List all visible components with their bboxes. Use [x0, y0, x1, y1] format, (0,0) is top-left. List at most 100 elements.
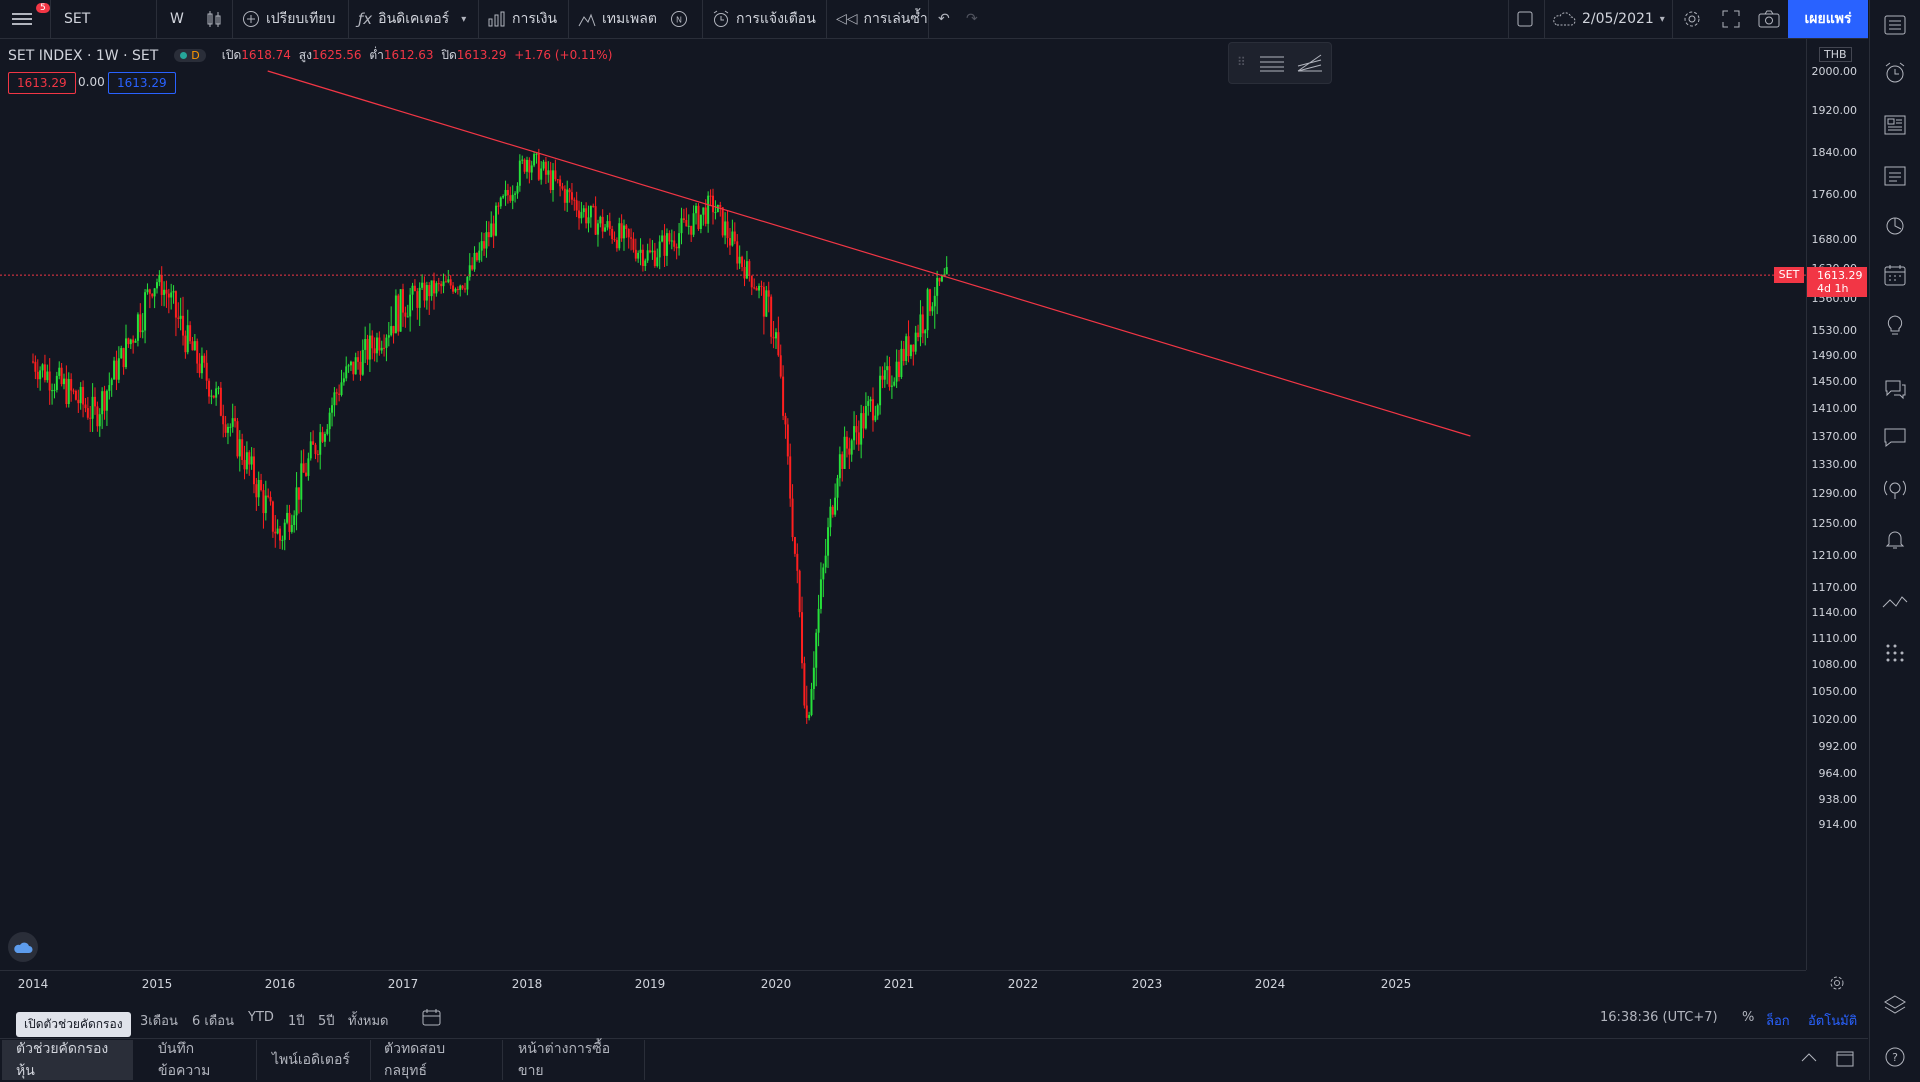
fullscreen-button[interactable]	[1722, 0, 1740, 38]
range-button[interactable]: 1ปี	[288, 1014, 305, 1029]
tradingview-logo[interactable]	[8, 932, 38, 962]
alarm-icon[interactable]	[1882, 60, 1908, 86]
candle-body	[649, 250, 651, 253]
price-chart[interactable]	[0, 38, 1806, 970]
candle-body	[43, 364, 46, 381]
bottom-tab[interactable]: หน้าต่างการซื้อขาย	[504, 1040, 645, 1080]
bottom-tab[interactable]: ตัวทดสอบกลยุทธ์	[370, 1040, 503, 1080]
redo-button[interactable]: ↷	[966, 0, 978, 38]
candle-body	[485, 232, 488, 249]
clock-label[interactable]: 16:38:36 (UTC+7)	[1600, 1010, 1718, 1025]
bottom-tab[interactable]: ตัวช่วยคัดกรองหุ้น	[2, 1040, 133, 1080]
candle-body	[606, 221, 609, 228]
chart-type-button[interactable]	[206, 0, 222, 38]
symbol-search[interactable]: SET	[64, 0, 90, 38]
candle-body	[440, 283, 443, 287]
fx-icon: ƒx	[358, 10, 373, 28]
candle-body	[468, 265, 471, 277]
candle-body	[819, 579, 822, 609]
candle-body	[425, 285, 428, 301]
calendar-list-icon[interactable]	[1882, 162, 1908, 188]
candle-body	[471, 265, 474, 270]
candle-body	[812, 667, 815, 690]
cloud-save-button[interactable]: 2/05/2021 ▾	[1552, 0, 1665, 38]
replay-button[interactable]: ◁◁ การเล่นซ้ำ	[836, 0, 928, 38]
horizontal-lines-icon[interactable]	[1259, 53, 1285, 77]
menu-button[interactable]: 5	[12, 0, 50, 38]
time-tick-label: 2018	[511, 977, 543, 991]
date-range-icon[interactable]	[422, 1008, 442, 1030]
bar-chart-icon	[488, 11, 506, 27]
sell-price-box[interactable]: 1613.29	[8, 72, 76, 94]
new-badge-button[interactable]: N	[670, 0, 688, 38]
candle-body	[269, 496, 272, 502]
percent-toggle[interactable]: %	[1742, 1010, 1755, 1025]
log-toggle[interactable]: ล็อก	[1766, 1014, 1790, 1029]
candle-body	[540, 168, 543, 180]
chevron-down-icon[interactable]: ▾	[1659, 13, 1665, 25]
bottom-tab[interactable]: บันทึกข้อความ	[144, 1040, 257, 1080]
publish-button[interactable]: เผยแพร่	[1788, 0, 1868, 38]
price-axis[interactable]: 2000.001920.001840.001760.001680.001630.…	[1806, 38, 1869, 970]
layers-icon[interactable]	[1882, 992, 1908, 1018]
watchlist-icon[interactable]	[1882, 12, 1908, 38]
candle-body	[245, 452, 248, 470]
messages-icon[interactable]	[1882, 424, 1908, 450]
range-button[interactable]: 3เดือน	[140, 1014, 178, 1029]
range-button[interactable]: 5ปี	[318, 1014, 335, 1029]
dots-grid-icon[interactable]	[1882, 640, 1908, 666]
chevron-down-icon[interactable]: ▾	[461, 13, 467, 25]
candle-body	[153, 288, 156, 297]
chat-icon[interactable]	[1882, 376, 1908, 402]
alarm-clock-icon	[712, 10, 730, 28]
maximize-panel-icon[interactable]	[1836, 1051, 1854, 1071]
settings-button[interactable]	[1682, 0, 1702, 38]
candle-body	[189, 325, 192, 342]
drag-handle-icon[interactable]: ⠿	[1237, 55, 1246, 69]
time-tick-label: 2023	[1131, 977, 1163, 991]
candle-body	[589, 205, 592, 218]
candle-body	[912, 344, 915, 352]
range-button[interactable]: YTD	[248, 1010, 274, 1025]
compare-button[interactable]: เปรียบเทียบ	[242, 0, 335, 38]
candle-body	[615, 240, 618, 249]
candle-body	[782, 376, 785, 416]
currency-label[interactable]: THB	[1819, 47, 1852, 62]
candle-body	[611, 228, 614, 240]
candle-body	[634, 249, 637, 259]
chevron-up-icon[interactable]	[1800, 1050, 1818, 1068]
financials-button[interactable]: การเงิน	[488, 0, 557, 38]
calendar-icon[interactable]	[1882, 262, 1908, 288]
notifications-icon[interactable]	[1882, 526, 1908, 552]
snapshot-button[interactable]	[1758, 0, 1780, 38]
high-value: 1625.56	[311, 48, 362, 62]
trend-icon[interactable]	[1882, 590, 1908, 616]
ideas-icon[interactable]	[1882, 312, 1908, 338]
layout-button[interactable]	[1516, 0, 1534, 38]
candle-body	[160, 275, 163, 295]
news-icon[interactable]	[1882, 112, 1908, 138]
bottom-tab[interactable]: ไพน์เอดิเตอร์	[258, 1040, 371, 1080]
alerts-label: การแจ้งเตือน	[736, 11, 816, 27]
help-icon[interactable]: ?	[1882, 1044, 1908, 1070]
data-window-icon[interactable]	[1882, 212, 1908, 238]
streams-icon[interactable]	[1882, 476, 1908, 502]
buy-price-box[interactable]: 1613.29	[108, 72, 176, 94]
fib-lines-icon[interactable]	[1297, 53, 1323, 77]
range-button[interactable]: ทั้งหมด	[348, 1014, 389, 1029]
candle-body	[528, 159, 531, 173]
candle-body	[938, 277, 941, 282]
candle-body	[549, 170, 552, 191]
time-axis[interactable]: 2014 2015 2016 2017 2018 2019 2020 2021 2022 2023…	[0, 970, 1806, 999]
indicators-button[interactable]: ƒx อินดิเคเตอร์ ▾	[358, 0, 466, 38]
interval-button[interactable]: W	[170, 0, 184, 38]
axis-settings-button[interactable]	[1828, 974, 1846, 996]
alerts-button[interactable]: การแจ้งเตือน	[712, 0, 816, 38]
templates-button[interactable]: เทมเพลต	[578, 0, 657, 38]
auto-toggle[interactable]: อัตโนมัติ	[1808, 1014, 1858, 1029]
candle-body	[444, 281, 447, 283]
candle-body	[392, 326, 395, 334]
candle-body	[824, 555, 827, 568]
range-button[interactable]: 6 เดือน	[192, 1014, 234, 1029]
undo-button[interactable]: ↶	[938, 0, 950, 38]
